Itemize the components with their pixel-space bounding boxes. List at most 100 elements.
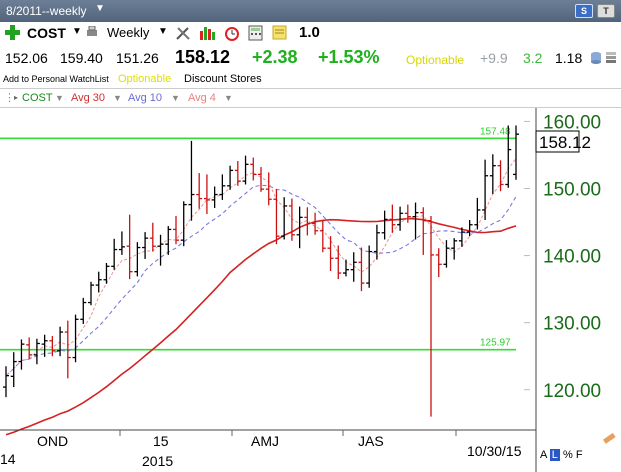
price-bar: [404, 204, 411, 223]
indicator-cost[interactable]: COST: [22, 92, 53, 104]
alarm-clock-icon[interactable]: [224, 25, 240, 41]
bar-chart-icon[interactable]: [199, 25, 216, 41]
toolbar: COST ▼ Weekly ▼ 1.0: [0, 22, 621, 44]
fit-button[interactable]: F: [575, 449, 583, 461]
price-bar: [180, 201, 187, 247]
price-bar: [358, 247, 365, 292]
price-bar: [149, 222, 156, 252]
price-bar: [211, 186, 218, 208]
price-bar: [234, 160, 241, 186]
price-bar: [118, 231, 125, 255]
price-bar: [173, 216, 179, 245]
quote-line: 152.06 159.40 151.26 158.12 +2.38 +1.53%…: [0, 44, 621, 72]
s-button[interactable]: S: [575, 4, 593, 18]
indicator-bar: ⋮ ▸ COST ▼ Avg 30 ▼ Avg 10 ▼ Avg 4 ▼: [0, 88, 621, 108]
period-dropdown-icon[interactable]: ▼: [158, 26, 168, 37]
chart-mode-controls: A L % F: [540, 449, 583, 461]
optionable-badge: Optionable: [406, 53, 465, 67]
price-bar: [72, 314, 79, 363]
info-line: Add to Personal WatchList Optionable Dis…: [0, 72, 621, 88]
price-bar: [10, 352, 17, 388]
price-levels: 157.48 125.97: [0, 126, 516, 351]
x-tick-label: JAS: [358, 433, 384, 449]
last-price-label: 158.12: [539, 133, 591, 152]
price-bar: [273, 189, 280, 245]
expand-icon[interactable]: ▸: [14, 93, 19, 102]
price-bar: [304, 207, 311, 236]
price-bar: [265, 172, 272, 206]
avg-30-line: [5, 217, 517, 436]
price-bar: [41, 334, 48, 357]
metric-three: 1.18: [555, 50, 583, 66]
price-bar: [3, 366, 9, 398]
price-bar: [103, 262, 110, 284]
price-bar: [80, 297, 87, 325]
price-bar: [397, 206, 404, 231]
price-bar: [420, 207, 427, 255]
chevron-down-icon[interactable]: ▼: [95, 3, 105, 14]
open-price: 152.06: [5, 50, 48, 66]
avg-10-path: [5, 184, 517, 377]
chevron-down-icon[interactable]: ▼: [55, 93, 64, 103]
percent-scale-button[interactable]: %: [562, 449, 573, 461]
multiplier-value[interactable]: 1.0: [299, 24, 320, 41]
optionable-label: Optionable: [118, 73, 172, 85]
note-icon[interactable]: [272, 25, 288, 41]
add-watchlist-link[interactable]: Add to Personal WatchList: [3, 74, 109, 84]
indicator-avg-30[interactable]: Avg 30: [71, 92, 106, 104]
price-bar: [111, 238, 118, 270]
price-bar: [203, 174, 210, 214]
y-tick-label: 160.00: [543, 112, 601, 133]
avg-30-path: [5, 217, 517, 436]
price-change: +2.38: [252, 47, 298, 67]
tools-icon[interactable]: [175, 25, 191, 41]
price-bar: [451, 238, 458, 260]
x-tick-label: 10/30/15: [467, 443, 522, 459]
log-scale-button[interactable]: L: [549, 449, 560, 461]
t-button[interactable]: T: [597, 4, 615, 18]
indicator-avg-10[interactable]: Avg 10: [128, 92, 163, 104]
price-bar: [165, 226, 172, 255]
chevron-down-icon[interactable]: ▼: [224, 93, 233, 103]
symbol-field[interactable]: COST: [27, 25, 66, 41]
calculator-icon[interactable]: [248, 25, 264, 41]
industry-label[interactable]: Discount Stores: [184, 73, 262, 85]
add-icon[interactable]: [5, 25, 20, 40]
y-tick-label: 150.00: [543, 180, 601, 201]
x-tick-label: 15: [153, 433, 169, 449]
symbol-dropdown-icon[interactable]: ▼: [72, 26, 82, 37]
price-bar: [196, 173, 203, 209]
price-bar: [188, 140, 195, 221]
database-icon[interactable]: [590, 51, 602, 65]
price-bar: [350, 252, 357, 282]
period-select[interactable]: Weekly: [107, 25, 150, 40]
low-price: 151.26: [116, 50, 159, 66]
price-bar: [443, 240, 450, 268]
x-tick-label: 2015: [142, 453, 173, 469]
print-icon[interactable]: [86, 26, 98, 39]
y-tick-label: 120.00: [543, 381, 601, 402]
avg-10-line: [5, 184, 517, 377]
level-label: 157.48: [480, 126, 511, 137]
indicator-avg-4[interactable]: Avg 4: [188, 92, 216, 104]
high-price: 159.40: [60, 50, 103, 66]
pencil-icon[interactable]: [602, 431, 617, 445]
price-bar: [505, 125, 512, 188]
price-bar: [49, 336, 56, 357]
price-bar: [458, 227, 465, 247]
level-label: 125.97: [480, 338, 511, 349]
price-bar: [366, 245, 373, 288]
price-change-percent: +1.53%: [318, 47, 380, 67]
price-bar: [219, 174, 226, 200]
price-bar: [466, 220, 473, 237]
price-bar: [64, 320, 71, 379]
auto-scale-button[interactable]: A: [540, 449, 547, 461]
price-chart[interactable]: 157.48 125.97 120.00 130.00 140.00 150.00 160…: [0, 108, 621, 472]
drag-handle-icon[interactable]: ⋮: [4, 92, 15, 104]
window-titlebar: 8/2011--weekly ▼ S T: [0, 0, 621, 22]
price-bar: [281, 197, 288, 240]
chevron-down-icon[interactable]: ▼: [113, 93, 122, 103]
chevron-down-icon[interactable]: ▼: [171, 93, 180, 103]
stack-icon[interactable]: [605, 51, 617, 65]
price-bar: [389, 204, 396, 233]
